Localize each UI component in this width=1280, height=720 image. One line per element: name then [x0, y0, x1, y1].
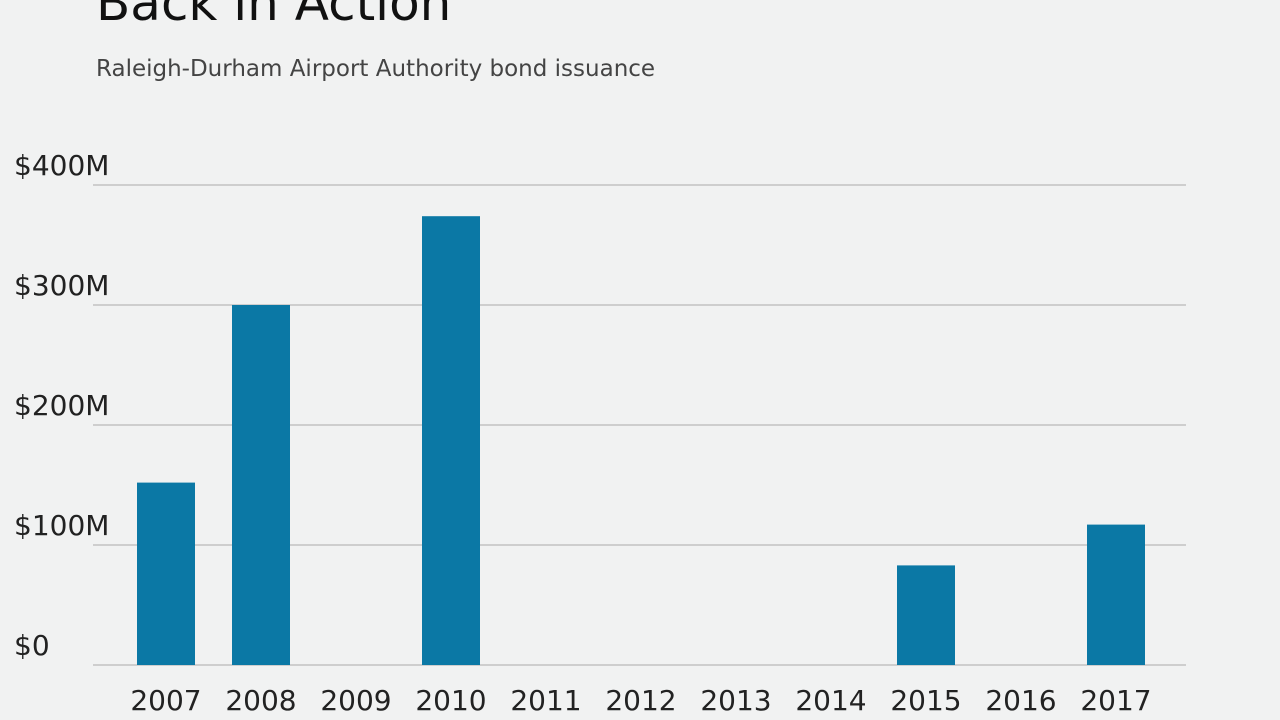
- bars: [137, 216, 1145, 665]
- x-tick-label: 2009: [320, 684, 391, 717]
- bar-2007: [137, 482, 195, 665]
- y-tick-label: $300M: [14, 269, 109, 302]
- x-tick-label: 2016: [985, 684, 1056, 717]
- x-tick-label: 2008: [225, 684, 296, 717]
- x-tick-label: 2015: [890, 684, 961, 717]
- bar-2010: [422, 216, 480, 665]
- x-tick-label: 2011: [510, 684, 581, 717]
- bar-2008: [232, 305, 290, 665]
- x-tick-label: 2007: [130, 684, 201, 717]
- x-axis-tick-labels: 2007 2008 2009 2010 2011 2012 2013 2014 2015 2016…: [130, 684, 1151, 717]
- y-tick-label: $400M: [14, 149, 109, 182]
- y-tick-label: $100M: [14, 509, 109, 542]
- x-tick-label: 2012: [605, 684, 676, 717]
- chart-subtitle: Raleigh-Durham Airport Authority bond is…: [96, 56, 656, 82]
- y-tick-label: $200M: [14, 389, 109, 422]
- y-axis-tick-labels: $0 $100M $200M $300M $400M: [14, 149, 109, 662]
- x-tick-label: 2013: [700, 684, 771, 717]
- bar-2017: [1087, 524, 1145, 665]
- x-tick-label: 2010: [415, 684, 486, 717]
- x-tick-label: 2014: [795, 684, 866, 717]
- chart-title: Back in Action: [96, 0, 452, 32]
- bar-2015: [897, 565, 955, 665]
- x-tick-label: 2017: [1080, 684, 1151, 717]
- y-tick-label: $0: [14, 629, 50, 662]
